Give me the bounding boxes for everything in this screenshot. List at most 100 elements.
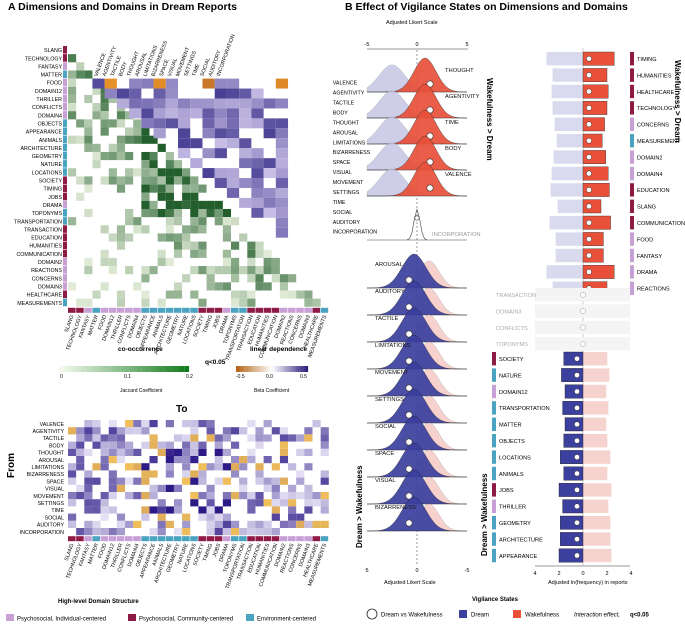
dependence-from-cell — [116, 427, 126, 435]
dependence-cell — [190, 158, 203, 169]
cooccurrence-cell — [76, 135, 85, 144]
cooccurrence-cell — [100, 282, 109, 291]
dependence-from-cell — [133, 448, 142, 456]
dependence-from-cell — [116, 477, 126, 485]
dependence-from-cell — [141, 477, 150, 485]
cooccurrence-cell — [263, 282, 272, 291]
from-row-label: AUDITORY — [37, 523, 65, 529]
bar-dream-ghost — [551, 84, 583, 99]
interaction-label: Interaction effect, — [574, 613, 620, 619]
dependence-from-cell — [182, 463, 191, 471]
bar-contrast-point — [586, 269, 592, 275]
linear-colorbar-step — [245, 366, 249, 372]
cooccurrence-cell — [108, 94, 117, 104]
dependence-from-cell — [271, 499, 280, 507]
to-color-strip — [296, 536, 304, 542]
dependence-from-cell — [255, 477, 264, 485]
cooccurrence-cell — [92, 103, 101, 112]
cooccurrence-cell — [84, 209, 93, 218]
dependence-from-cell — [173, 528, 183, 536]
cooccurrence-cell — [222, 282, 231, 291]
dependence-cell — [129, 108, 142, 119]
ridge-area — [367, 135, 468, 171]
dependence-cell — [141, 98, 154, 109]
bar-contrast-point — [586, 187, 592, 193]
dependence-cell — [263, 128, 276, 139]
dependence-from-cell — [271, 427, 280, 435]
cooccurrence-cell — [68, 168, 77, 177]
cooccurrence-colorbar-step — [77, 366, 82, 372]
dependence-from-cell — [320, 448, 329, 456]
cooccurrence-colorbar-step — [94, 366, 99, 372]
dependence-from-cell — [149, 420, 158, 428]
from-row-label: AROUSAL — [39, 458, 64, 464]
bar-label: DRAMA — [637, 270, 657, 276]
linear-colorbar-step — [272, 366, 275, 372]
bar-dream-ghost — [556, 134, 583, 148]
cooccurrence-cell — [182, 176, 191, 185]
linear-colorbar-step — [296, 366, 299, 372]
dependence-from-cell — [214, 520, 223, 528]
dependence-from-cell — [231, 456, 240, 464]
dependence-from-cell — [296, 520, 305, 528]
dependence-from-cell — [222, 477, 231, 485]
ridge-area — [366, 361, 468, 397]
linear-colorbar-step — [276, 366, 280, 372]
cooccurrence-cell — [231, 257, 240, 267]
vigilance-title: Vigilance States — [472, 597, 519, 603]
bar-contrast-point — [586, 72, 592, 78]
dependence-from-cell — [116, 520, 126, 528]
row-color-strip — [63, 103, 67, 111]
dependence-from-cell — [255, 528, 264, 536]
cooccurrence-cell — [182, 200, 191, 209]
dependence-from-cell — [76, 441, 85, 449]
dependence-from-cell — [182, 528, 191, 536]
row-label: DOMAIN3 — [38, 284, 62, 290]
cooccurrence-cell — [173, 249, 183, 258]
col-color-strip — [288, 307, 296, 313]
ridge-area — [366, 469, 468, 505]
cooccurrence-colorbar-step — [180, 366, 185, 372]
dependence-cell — [226, 168, 240, 179]
bar-wake-ghost — [583, 499, 609, 513]
ridge-label: SETTINGS — [375, 397, 404, 403]
ridge-top-tick: 0 — [415, 42, 418, 48]
cooccurrence-cell — [214, 282, 223, 291]
ridge-contrast-point — [405, 303, 413, 311]
dependence-from-cell — [173, 456, 183, 464]
cooccurrence-cell — [198, 266, 207, 275]
dependence-from-cell — [133, 420, 142, 428]
dependence-from-cell — [108, 477, 117, 485]
legend-dream: Dream — [471, 613, 489, 619]
bar-contrast-point — [574, 552, 580, 559]
dim-row-label: BODY — [333, 110, 348, 116]
panel-b-title: B Effect of Vigilance States on Dimensio… — [345, 1, 628, 13]
linear-colorbar-step — [260, 366, 263, 372]
dependence-cell — [190, 98, 203, 109]
dependence-from-cell — [68, 477, 77, 485]
cooccurrence-cell — [100, 249, 109, 258]
cooccurrence-cell — [125, 233, 134, 242]
bar-wake — [582, 51, 615, 66]
from-row-label: BIZARRENESS — [27, 472, 65, 478]
cooccurrence-cell — [68, 217, 77, 226]
ridge-area — [367, 109, 468, 145]
cooccurrence-cell — [68, 94, 77, 104]
cooccurrence-cell — [100, 111, 109, 120]
dependence-cell — [275, 128, 289, 139]
dependence-cell — [104, 78, 117, 89]
row-label: ANIMALS — [39, 138, 63, 144]
cooccurrence-cell — [173, 200, 183, 209]
col-color-strip — [320, 307, 329, 313]
dependence-cell — [153, 108, 166, 119]
to-color-strip — [279, 536, 288, 542]
bar-dream — [558, 483, 584, 497]
dependence-from-cell — [68, 492, 77, 500]
cooccurrence-colorbar-step — [90, 366, 95, 372]
bar-contrast-point — [574, 454, 580, 460]
cooccurrence-cell — [198, 209, 207, 218]
dependence-from-cell — [190, 434, 199, 442]
bar-contrast-point — [586, 170, 592, 177]
dim-row-label: TACTILE — [333, 100, 355, 106]
dependence-cell — [141, 78, 154, 89]
